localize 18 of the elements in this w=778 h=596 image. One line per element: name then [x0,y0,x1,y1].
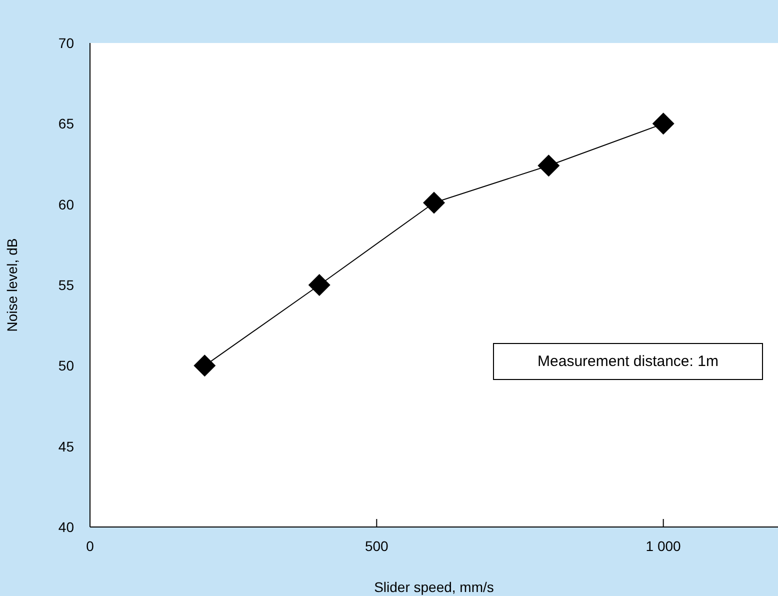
y-tick-label: 45 [58,438,74,454]
y-tick-label: 40 [58,518,74,535]
y-tick-label: 60 [58,196,74,212]
point [423,192,445,214]
x-tick-label: 500 [364,538,389,554]
y-tick-label: 70 [58,34,74,51]
y-tick-label: 65 [58,116,74,132]
point [308,274,330,296]
y-tick-label: 50 [58,358,74,374]
x-axis-title: Slider speed, mm/s [374,579,494,595]
note-box: Measurement distance: 1m [493,343,763,380]
point [538,154,560,177]
y-tick-label: 55 [58,276,74,293]
x-tick-label: 0 [86,538,94,554]
y-axis-title: Noise level, dB [4,238,20,332]
point [652,112,674,135]
point [194,354,216,377]
x-tick-label: 1 000 [646,538,682,554]
